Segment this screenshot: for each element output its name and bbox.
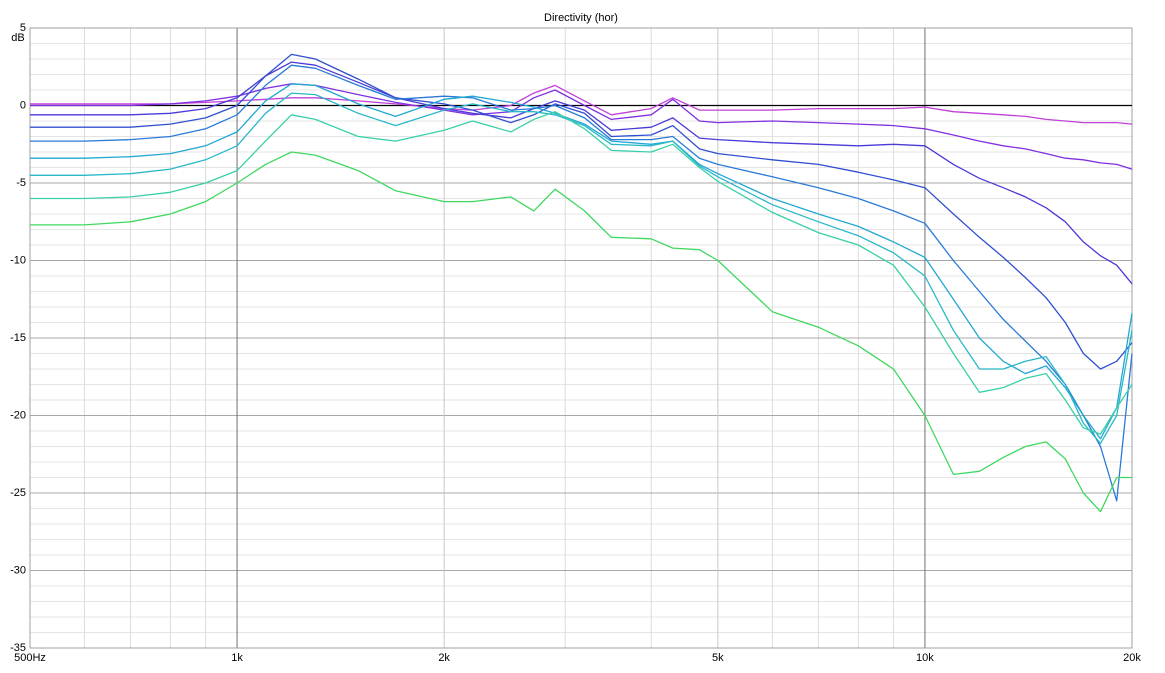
- series-line: [30, 83, 1133, 170]
- chart-title: Directivity (hor): [544, 12, 618, 24]
- series-line: [30, 84, 1133, 125]
- series-line: [30, 111, 1133, 435]
- y-tick-label: -20: [10, 409, 26, 421]
- y-tick-label: -25: [10, 487, 26, 499]
- series-line: [30, 64, 1133, 502]
- y-tick-label: 5: [20, 22, 26, 34]
- y-tick-label: -15: [10, 332, 26, 344]
- series-line: [30, 53, 1133, 370]
- x-tick-label: 500Hz: [14, 652, 46, 664]
- series-line: [30, 83, 1133, 440]
- series-line: [30, 151, 1132, 513]
- y-tick-label: -10: [10, 254, 26, 266]
- y-tick-label: -5: [16, 177, 26, 189]
- y-tick-label: -30: [10, 564, 26, 576]
- x-tick-label: 5k: [712, 652, 724, 664]
- x-tick-label: 10k: [916, 652, 934, 664]
- y-tick-label: 0: [20, 99, 26, 111]
- plot-frame: [29, 27, 1133, 649]
- series-line: [30, 92, 1133, 445]
- y-tick-label: -35: [10, 642, 26, 654]
- x-tick-label: 20k: [1123, 652, 1141, 664]
- x-tick-label: 2k: [438, 652, 450, 664]
- x-tick-label: 1k: [231, 652, 243, 664]
- y-axis-label: dB: [11, 32, 24, 44]
